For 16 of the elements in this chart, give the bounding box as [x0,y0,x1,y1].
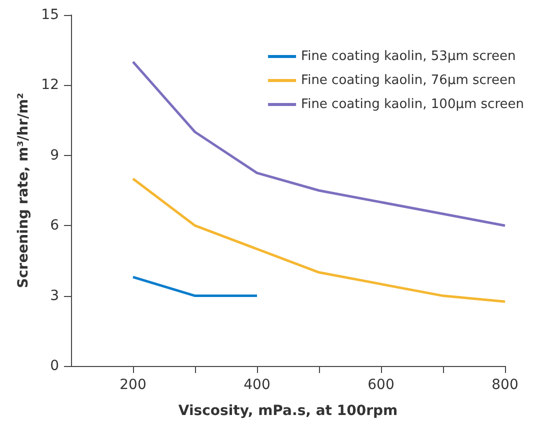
x-tick-label: 400 [244,377,270,393]
legend-label: Fine coating kaolin, 76µm screen [301,73,516,88]
y-tick-label: 6 [50,218,60,234]
y-tick-label: 3 [50,288,59,304]
line-series [132,178,506,303]
y-tick-label: 15 [41,7,59,23]
y-tick-label: 0 [50,358,59,374]
legend-label: Fine coating kaolin, 100µm screen [301,97,524,112]
x-tick-label: 600 [368,377,394,393]
y-tick-label: 12 [41,77,59,94]
x-tick-label: 200 [120,377,146,393]
x-axis-title: Viscosity, mPa.s, at 100rpm [178,403,398,419]
y-axis-title: Screening rate, m³/hr/m² [15,92,32,288]
y-tick-label: 9 [50,147,59,164]
x-tick-label: 800 [492,377,518,393]
legend-label: Fine coating kaolin, 53µm screen [301,49,516,64]
